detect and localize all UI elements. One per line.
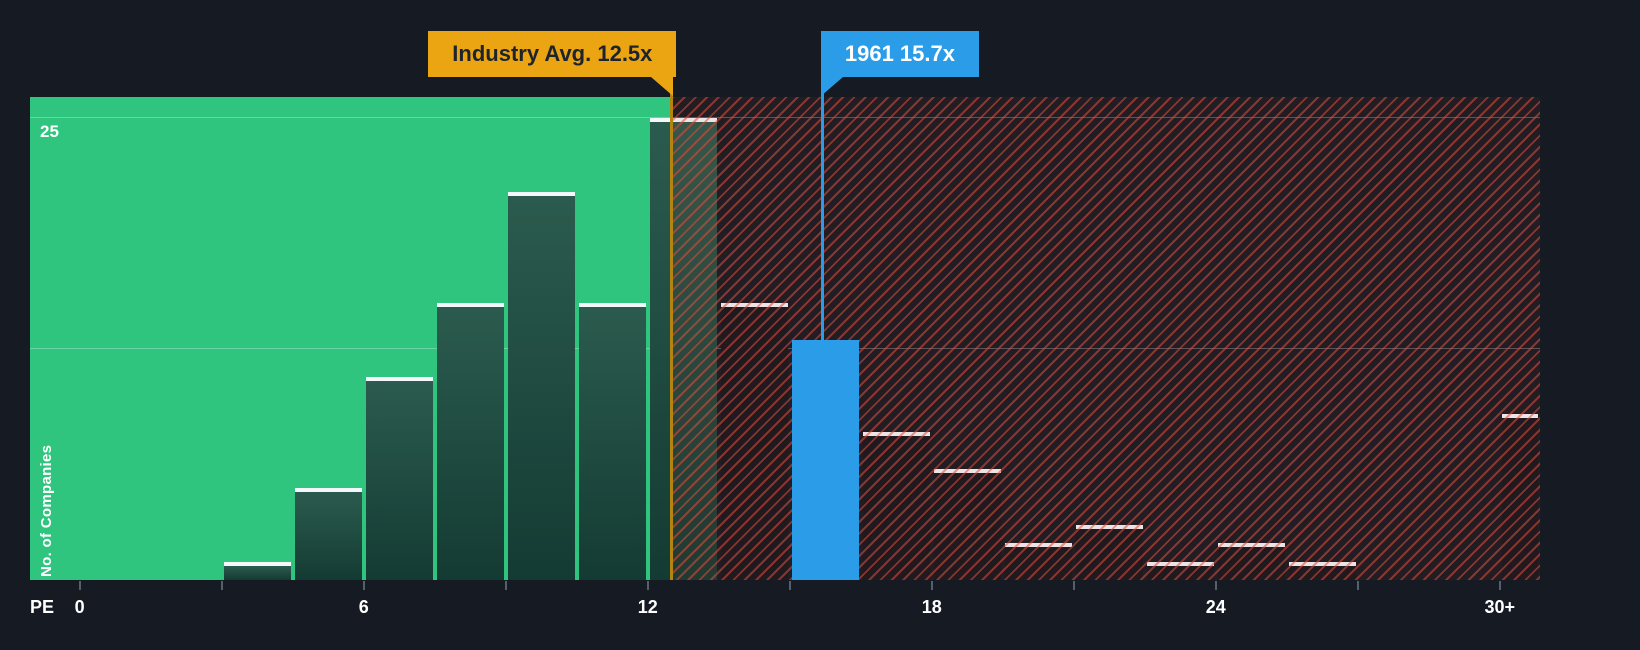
histogram-bar: [578, 302, 646, 580]
histogram-bar: [1217, 543, 1285, 580]
histogram-bar: [720, 302, 788, 580]
x-axis-tick: [220, 581, 223, 590]
x-axis-tick: [1072, 581, 1075, 590]
histogram-bar: [1004, 543, 1072, 580]
histogram-bar: [1501, 413, 1538, 580]
company-pe-callout: 1961 15.7x: [820, 31, 979, 77]
histogram-bar: [649, 118, 717, 580]
histogram-bar: [436, 302, 504, 580]
x-axis-tick: [788, 581, 791, 590]
histogram-bar: [1288, 561, 1356, 580]
industry-average-callout: Industry Avg. 12.5x: [428, 31, 677, 77]
plot-area: [30, 97, 1540, 580]
x-tick-label: 0: [74, 597, 85, 617]
y-axis-max-tick: 25: [40, 122, 59, 141]
histogram-bar: [294, 487, 362, 580]
x-axis-tick: [504, 581, 507, 590]
x-tick-label: 30+: [1484, 597, 1516, 617]
x-axis-tick: [1498, 581, 1501, 590]
x-axis-tick: [1214, 581, 1217, 590]
histogram-bar: [365, 376, 433, 580]
industry-marker-line: [669, 76, 673, 580]
histogram-bar: [507, 191, 575, 580]
histogram-bar: [933, 469, 1001, 580]
histogram-bar: [1075, 524, 1143, 580]
y-axis-label: No. of Companies: [38, 444, 55, 577]
x-axis-tick: [646, 581, 649, 590]
x-tick-label: 18: [921, 597, 942, 617]
x-tick-label: 6: [358, 597, 369, 617]
histogram-bar: [862, 432, 930, 580]
histogram-bar: [1146, 561, 1214, 580]
industry-callout-tail-icon: [651, 77, 674, 96]
gridline: [30, 117, 1540, 118]
x-axis-tick: [1356, 581, 1359, 590]
x-tick-label: 12: [637, 597, 658, 617]
x-tick-label: 24: [1205, 597, 1226, 617]
x-axis-tick: [362, 581, 365, 590]
x-axis-tick: [78, 581, 81, 590]
histogram-bar: [223, 561, 291, 580]
company-pe-bar: [791, 339, 859, 580]
x-axis-tick: [930, 581, 933, 590]
company-marker-line: [821, 76, 825, 340]
x-axis-name: PE: [30, 597, 55, 617]
company-callout-tail-icon: [820, 77, 843, 96]
